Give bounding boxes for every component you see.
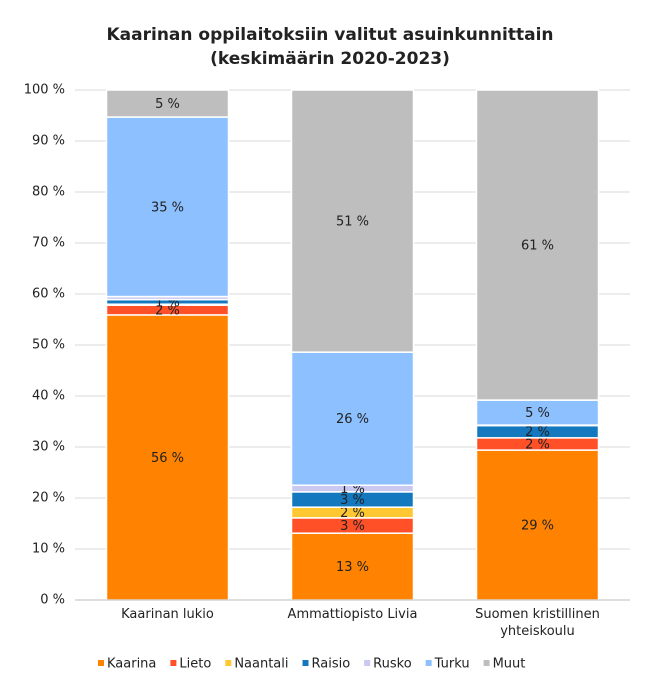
chart-title: Kaarinan oppilaitoksiin valitut asuinkun… [107,25,554,45]
data-label: 35 % [151,200,184,215]
legend-label: Rusko [373,657,412,672]
data-label: 26 % [336,412,369,427]
legend-swatch [483,660,490,666]
data-label: 29 % [521,519,554,534]
data-label: 3 % [340,493,365,508]
legend-label: Lieto [179,657,211,672]
legend-swatch [170,660,177,666]
y-tick-label: 30 % [32,440,65,455]
data-label: 2 % [340,506,365,521]
bar-segment [475,449,600,601]
bar-segment [105,314,230,601]
bar-segment [290,351,415,487]
bar-segment [290,89,415,353]
legend-swatch [425,660,432,666]
legend-swatch [225,660,232,666]
legend-label: Kaarina [107,657,156,672]
x-tick-label: Ammattiopisto Livia [287,607,418,622]
data-label: 5 % [525,406,550,421]
chart-subtitle: (keskimäärin 2020-2023) [210,49,450,69]
data-label: 5 % [155,97,180,112]
y-tick-label: 80 % [32,185,65,200]
legend-label: Turku [434,657,470,672]
bar-segment [105,89,230,118]
y-tick-label: 20 % [32,491,65,506]
bar-segment [105,116,230,298]
data-label: 2 % [155,304,180,319]
x-tick-label: Kaarinan lukio [121,607,214,622]
legend-label: Raisio [312,657,351,672]
legend-swatch [302,660,309,666]
legend-swatch [364,660,371,666]
y-tick-label: 60 % [32,287,65,302]
data-label: 56 % [151,451,184,466]
y-tick-label: 50 % [32,338,65,353]
legend-swatch [98,660,104,666]
y-tick-label: 10 % [32,542,65,557]
y-tick-label: 90 % [32,134,65,149]
data-label: 13 % [336,560,369,575]
data-label: 3 % [340,519,365,534]
data-label: 51 % [336,215,369,230]
data-label: 2 % [525,437,550,452]
legend-label: Muut [493,657,526,672]
data-label: 61 % [521,239,554,254]
y-tick-label: 40 % [32,389,65,404]
y-tick-label: 70 % [32,236,65,251]
y-tick-label: 100 % [24,83,65,98]
x-tick-label: Suomen kristillinen yhteiskoulu [475,607,600,639]
data-label: 2 % [525,425,550,440]
y-tick-label: 0 % [40,593,65,608]
legend-label: Naantali [234,657,288,672]
bar-segment [475,89,600,401]
